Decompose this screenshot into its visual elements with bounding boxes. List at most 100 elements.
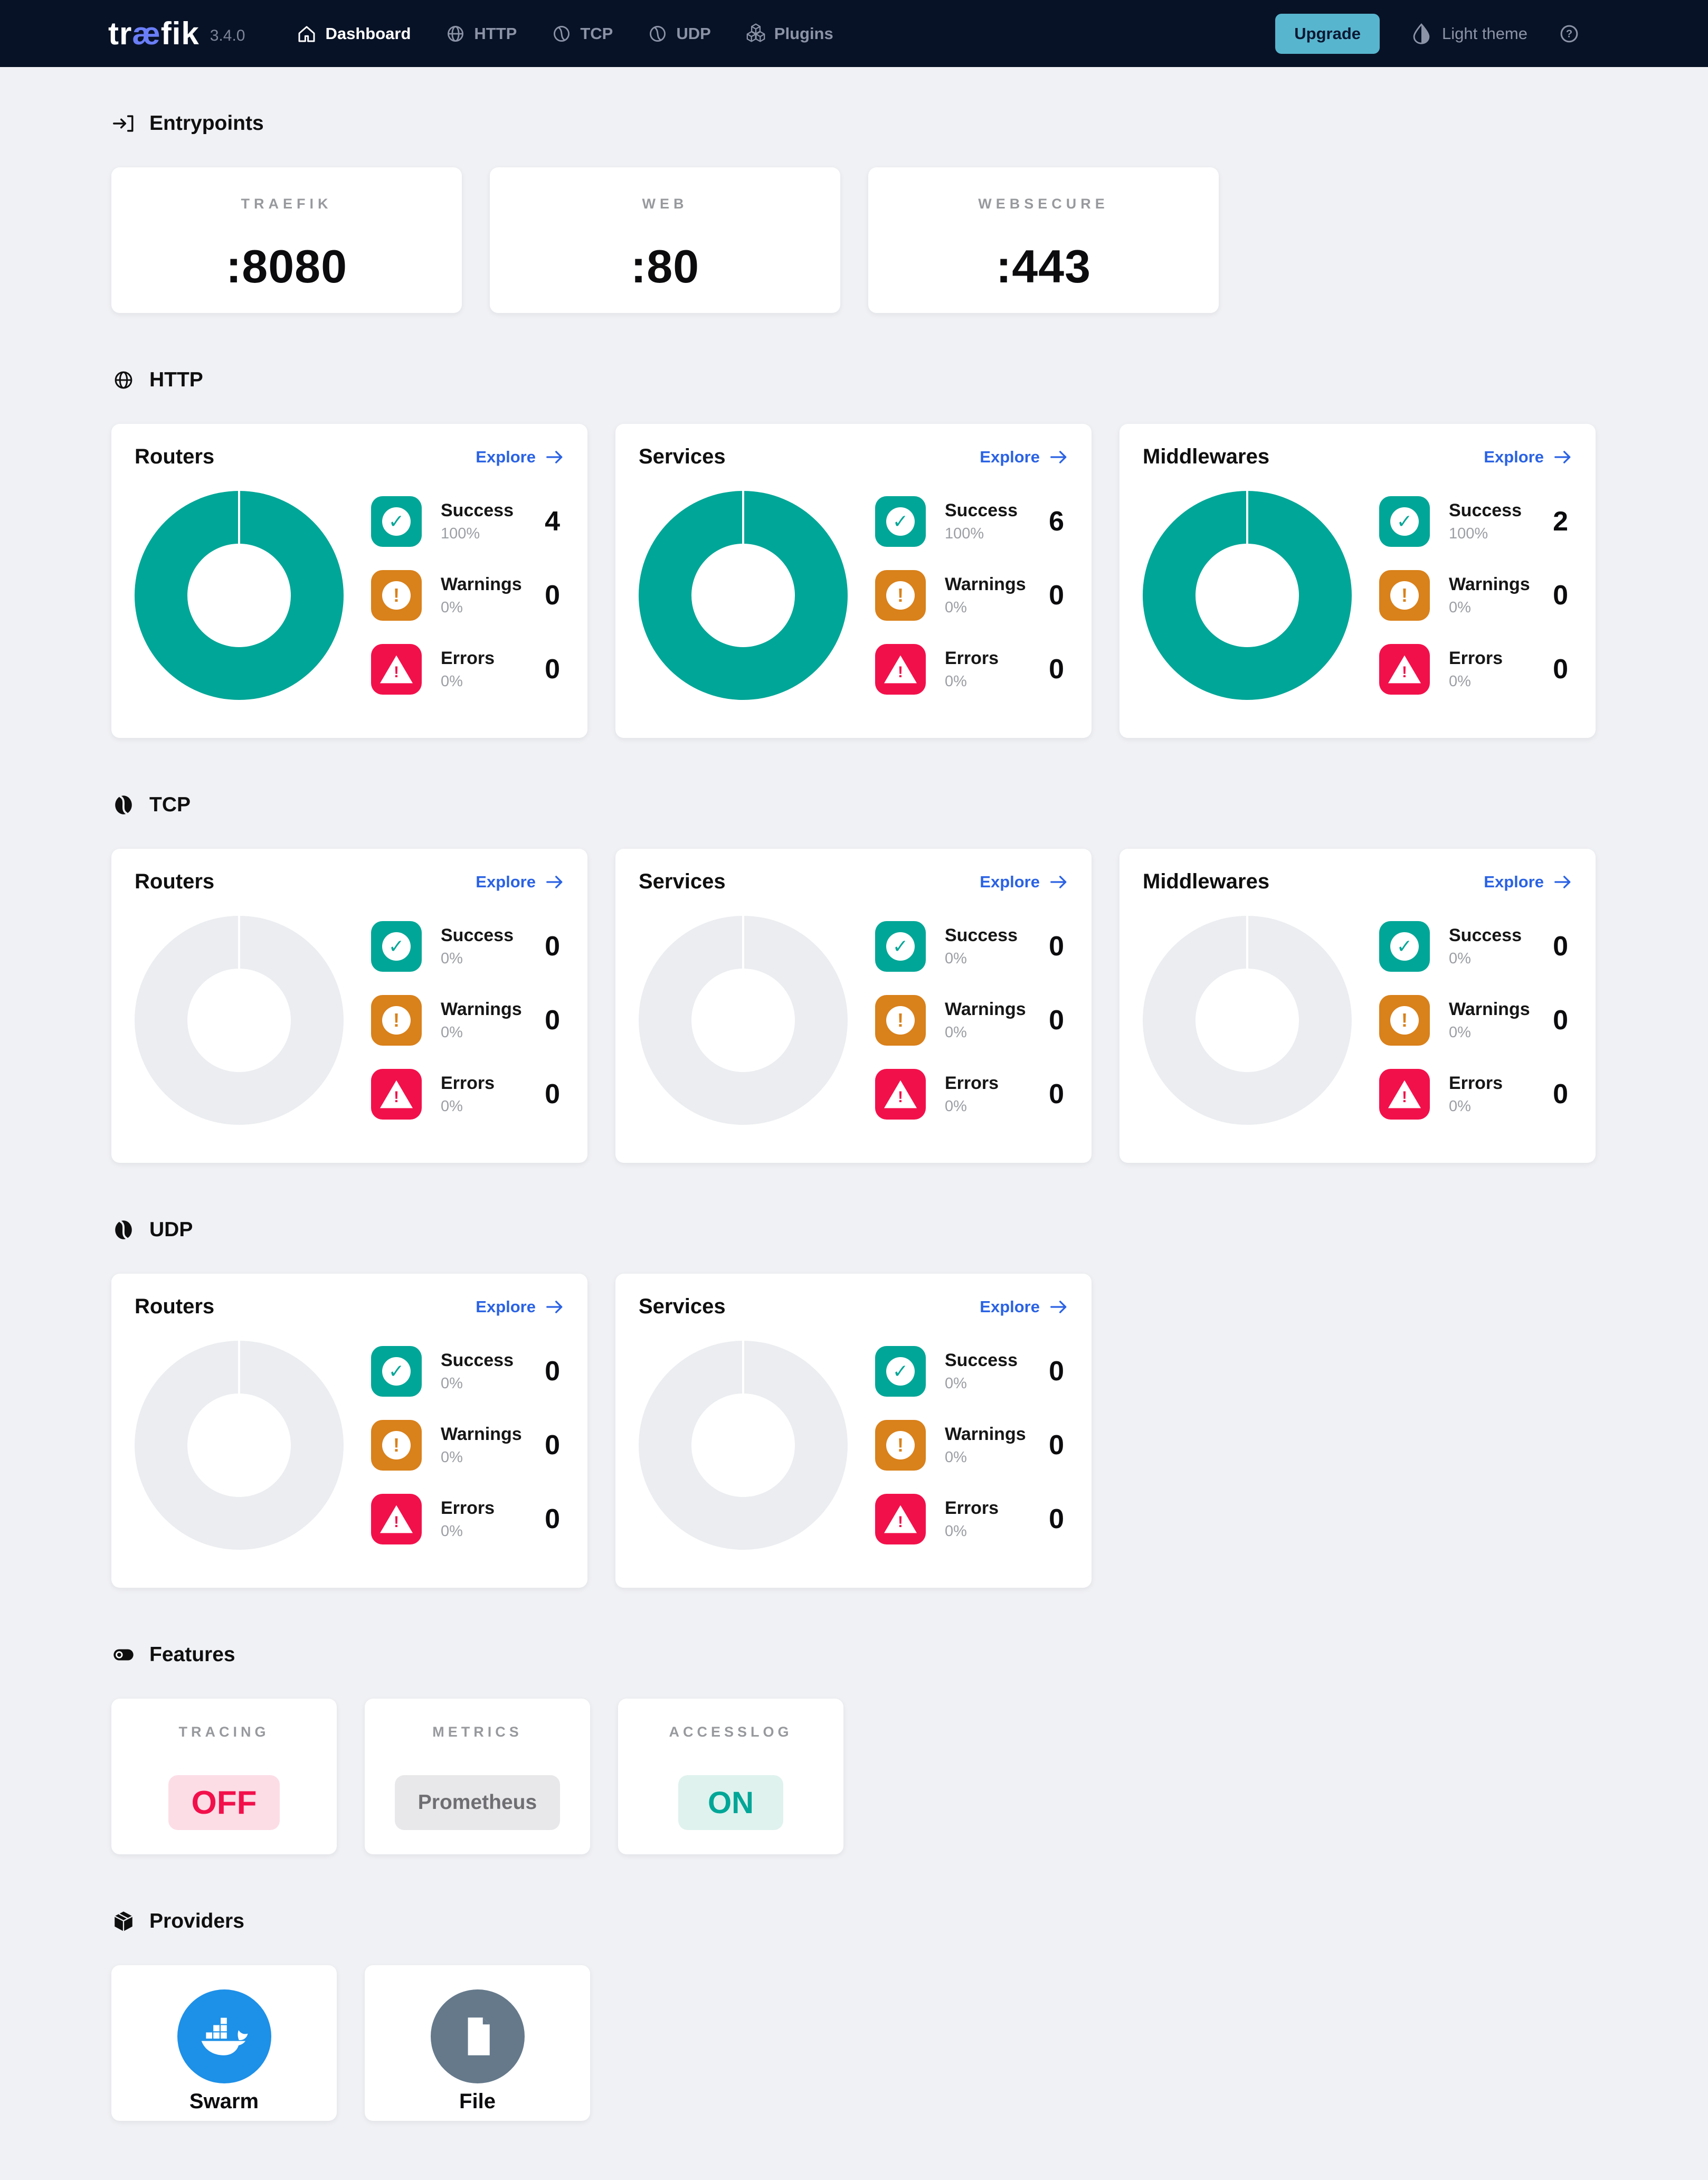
provider-card: File — [365, 1965, 590, 2121]
card-body: ✓ Success 0% 0 — [1143, 899, 1572, 1142]
explore-label: Explore — [476, 447, 536, 466]
stat-count: 0 — [1049, 931, 1064, 962]
entrypoint-card: WEBSECURE :443 — [868, 167, 1219, 313]
stat-count: 0 — [1553, 931, 1568, 962]
stat-icon: ! — [371, 644, 422, 695]
nav-item[interactable]: Plugins — [745, 23, 833, 45]
help-button[interactable] — [1557, 22, 1581, 46]
nav-item[interactable]: Dashboard — [296, 23, 411, 45]
stat-row: ! Warnings 0% 0 — [371, 995, 564, 1046]
explore-link[interactable]: Explore — [1484, 448, 1572, 467]
arrow-right-icon — [1049, 873, 1068, 892]
stat-icon: ! — [1379, 995, 1430, 1046]
stat-count: 0 — [1049, 1356, 1064, 1387]
nav-icon — [444, 23, 467, 45]
stat-glyph: ✓ — [382, 507, 411, 536]
stat-count: 0 — [1049, 654, 1064, 685]
stat-texts: Success 0% — [945, 925, 1018, 968]
explore-link[interactable]: Explore — [1484, 873, 1572, 892]
stat-icon: ✓ — [371, 496, 422, 547]
stat-row: ✓ Success 100% 2 — [1379, 496, 1572, 547]
protocol-cards-row: Routers Explore — [111, 424, 1597, 738]
protocol-card: Routers Explore — [111, 1274, 587, 1588]
card-header: Middlewares Explore — [1143, 445, 1572, 469]
stat-glyph: ✓ — [382, 932, 411, 961]
stat-glyph: ✓ — [1390, 932, 1419, 961]
feature-status-value: OFF — [191, 1784, 257, 1821]
stat-count: 2 — [1553, 506, 1568, 537]
explore-link[interactable]: Explore — [476, 1297, 564, 1316]
stat-row: ✓ Success 0% 0 — [1379, 921, 1572, 972]
arrow-right-icon — [545, 1297, 564, 1316]
nav-item[interactable]: UDP — [647, 23, 711, 45]
legend: ✓ Success 0% 0 — [1379, 921, 1572, 1120]
arrow-right-icon — [1553, 873, 1572, 892]
stat-count: 0 — [1553, 580, 1568, 611]
stat-glyph: ! — [380, 1505, 413, 1533]
stat-icon: ✓ — [371, 1346, 422, 1397]
stat-row: ! Errors 0% 0 — [1379, 1069, 1572, 1120]
stat-percentage: 0% — [1449, 599, 1471, 616]
explore-link[interactable]: Explore — [980, 1297, 1068, 1316]
feature-name: METRICS — [432, 1724, 523, 1740]
protocol-card: Services Explore — [615, 1274, 1092, 1588]
stat-glyph: ! — [886, 581, 915, 610]
card-body: ✓ Success 100% 4 — [135, 474, 564, 717]
upgrade-button[interactable]: Upgrade — [1275, 13, 1380, 54]
explore-label: Explore — [1484, 872, 1544, 891]
stat-label: Errors — [441, 648, 495, 668]
legend: ✓ Success 0% 0 — [371, 1346, 564, 1544]
stat-row: ! Errors 0% 0 — [875, 1494, 1068, 1544]
stat-texts: Warnings 0% — [441, 999, 522, 1041]
donut-chart — [639, 1341, 848, 1550]
arrow-right-icon — [545, 873, 564, 892]
stat-label: Errors — [1449, 648, 1503, 668]
stat-row: ! Errors 0% 0 — [371, 644, 564, 695]
nav-item[interactable]: TCP — [551, 23, 613, 45]
theme-label: Light theme — [1442, 24, 1527, 43]
toggle-icon — [111, 1643, 136, 1667]
feature-status-badge: ON — [678, 1775, 783, 1830]
explore-link[interactable]: Explore — [476, 873, 564, 892]
stat-count: 0 — [1553, 1079, 1568, 1110]
stat-texts: Errors 0% — [945, 1498, 999, 1540]
nav-icon — [296, 23, 318, 45]
dashboard-content: Entrypoints TRAEFIK :8080 WEB :80 WEBSEC… — [0, 67, 1708, 2163]
protocol-card: Services Explore — [615, 849, 1092, 1163]
stat-glyph: ! — [382, 1431, 411, 1459]
nav-icon — [551, 23, 573, 45]
stat-count: 4 — [545, 506, 560, 537]
nav-items: Dashboard HTTP TCP UDP Plugins — [296, 23, 833, 45]
stat-icon: ! — [875, 570, 926, 621]
explore-link[interactable]: Explore — [476, 448, 564, 467]
explore-link[interactable]: Explore — [980, 448, 1068, 467]
stat-icon: ! — [875, 1494, 926, 1544]
donut-chart — [639, 491, 848, 700]
stat-label: Success — [441, 1350, 514, 1370]
legend: ✓ Success 100% 6 — [875, 496, 1068, 695]
stat-percentage: 0% — [441, 673, 463, 690]
stat-percentage: 0% — [1449, 673, 1471, 690]
stat-label: Success — [1449, 500, 1522, 520]
explore-link[interactable]: Explore — [980, 873, 1068, 892]
stat-label: Warnings — [441, 574, 522, 594]
stat-row: ✓ Success 100% 6 — [875, 496, 1068, 547]
navbar: træfik 3.4.0 Dashboard HTTP TCP UDP — [0, 0, 1708, 67]
stat-icon: ! — [875, 1420, 926, 1471]
stat-texts: Errors 0% — [1449, 1073, 1503, 1115]
stat-percentage: 0% — [945, 1523, 967, 1540]
entrypoints-row: TRAEFIK :8080 WEB :80 WEBSECURE :443 — [111, 167, 1597, 313]
stat-row: ! Warnings 0% 0 — [875, 570, 1068, 621]
stat-percentage: 0% — [945, 1098, 967, 1115]
arrow-right-icon — [1049, 1297, 1068, 1316]
stat-icon: ✓ — [1379, 921, 1430, 972]
stat-glyph: ! — [382, 581, 411, 610]
stat-count: 0 — [545, 580, 560, 611]
card-title: Routers — [135, 445, 215, 468]
stat-percentage: 0% — [945, 1375, 967, 1392]
stat-texts: Errors 0% — [441, 648, 495, 690]
protocol-icon — [111, 793, 136, 817]
theme-toggle[interactable]: Light theme — [1409, 22, 1527, 46]
stat-icon: ! — [371, 1069, 422, 1120]
nav-item[interactable]: HTTP — [444, 23, 517, 45]
